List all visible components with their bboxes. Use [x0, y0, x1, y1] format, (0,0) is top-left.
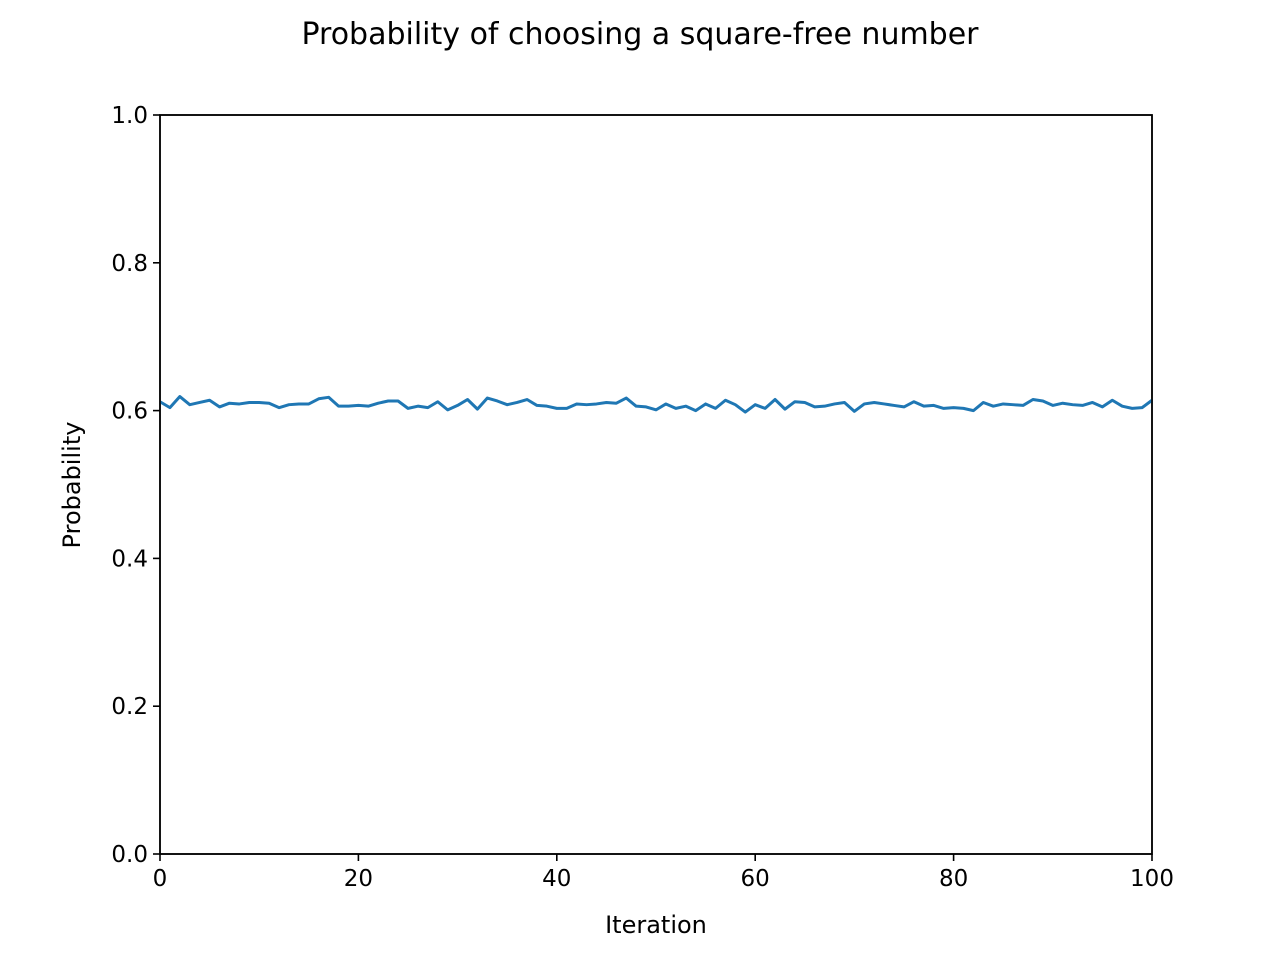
y-tick-label: 1.0	[111, 103, 148, 129]
y-tick-label: 0.2	[111, 694, 148, 720]
y-tick-label: 0.4	[111, 546, 148, 572]
axes-spines	[159, 114, 1153, 855]
x-tick-label: 100	[1130, 866, 1174, 892]
series-line-0	[159, 395, 1153, 414]
y-tick-label: 0.8	[111, 251, 148, 277]
y-tick-label: 0.6	[111, 399, 148, 425]
x-tick-label: 20	[344, 866, 373, 892]
x-axis-label: Iteration	[605, 911, 707, 939]
y-axis-label: Probability	[58, 422, 86, 549]
y-axis-ticks: 0.0 0.2 0.4 0.6 0.8 1.0	[111, 103, 160, 868]
x-axis-ticks: 0 20 40 60 80 100	[153, 854, 1174, 892]
axes-frame	[159, 114, 1153, 855]
chart-title: Probability of choosing a square-free nu…	[301, 17, 979, 52]
y-tick-label: 0.0	[111, 842, 148, 868]
x-tick-label: 40	[542, 866, 571, 892]
x-tick-label: 60	[741, 866, 770, 892]
plot-area: 0 20 40 60 80 100 0.0 0.2 0.4 0.6 0.8 1.0	[111, 103, 1174, 892]
series-layer	[159, 395, 1153, 414]
x-tick-label: 0	[153, 866, 168, 892]
x-tick-label: 80	[939, 866, 968, 892]
